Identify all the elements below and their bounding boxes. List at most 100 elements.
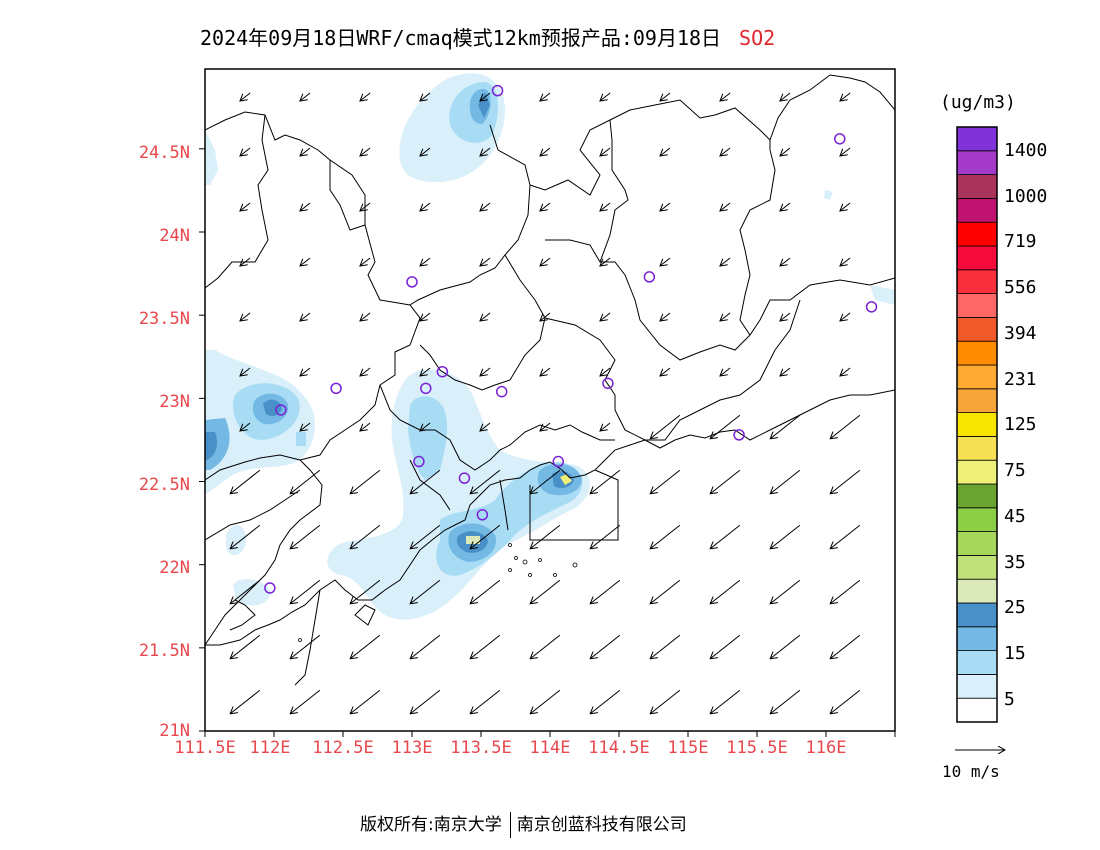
station-marker: [495, 385, 508, 398]
colorbar-label: 15: [1004, 643, 1026, 664]
wind-vector: [540, 312, 551, 321]
lon-label: 112.5E: [312, 738, 374, 758]
colorbar-segment: [956, 650, 998, 675]
colorbar-segment: [956, 126, 998, 152]
wind-vector: [840, 367, 851, 376]
wind-vector: [830, 469, 861, 494]
wind-vector: [710, 524, 741, 549]
wind-vector: [410, 689, 441, 714]
wind-vector: [600, 147, 611, 156]
wind-vector: [530, 689, 561, 714]
wind-vector: [420, 147, 431, 156]
colorbar-label: 45: [1004, 506, 1026, 527]
lon-label: 115E: [667, 738, 709, 758]
wind-vector: [830, 579, 861, 604]
wind-legend-label: 10 m/s: [942, 762, 1000, 781]
colorbar-frame: [956, 126, 998, 723]
footer-divider: [509, 812, 511, 838]
wind-vector: [300, 202, 311, 211]
colorbar-label: 231: [1004, 369, 1037, 390]
wind-vector: [780, 202, 791, 211]
wind-vector: [230, 634, 261, 659]
wind-vector: [840, 92, 851, 101]
colorbar-segment: [956, 674, 998, 699]
wind-vector: [590, 524, 621, 549]
wind-vectors: [230, 92, 861, 714]
wind-vector: [590, 689, 621, 714]
colorbar-segment: [956, 626, 998, 651]
wind-vector: [660, 257, 671, 266]
wind-vector: [420, 312, 431, 321]
wind-vector: [290, 634, 321, 659]
lat-label: 22N: [159, 558, 190, 578]
wind-vector: [360, 367, 371, 376]
wind-vector: [720, 202, 731, 211]
wind-vector: [600, 92, 611, 101]
wind-vector: [540, 92, 551, 101]
wind-vector: [840, 257, 851, 266]
wind-vector: [530, 634, 561, 659]
colorbar-label: 1400: [1004, 140, 1048, 161]
wind-vector: [770, 579, 801, 604]
lat-label: 23N: [159, 392, 190, 412]
wind-vector: [350, 469, 381, 494]
axis-ticks: [199, 148, 896, 737]
wind-vector: [710, 414, 741, 439]
colorbar-segment: [956, 459, 998, 485]
wind-vector: [230, 579, 261, 604]
lon-label: 111.5E: [174, 738, 236, 758]
wind-vector: [470, 689, 501, 714]
station-marker: [865, 301, 878, 313]
wind-vector: [590, 469, 621, 494]
pollutant-label: SO2: [739, 26, 776, 50]
colorbar-segment: [956, 388, 998, 413]
station-marker: [491, 84, 504, 97]
wind-vector: [470, 579, 501, 604]
wind-vector: [840, 147, 851, 156]
wind-vector: [300, 92, 311, 101]
wind-vector: [470, 469, 501, 494]
wind-vector: [300, 147, 311, 156]
wind-vector: [830, 414, 861, 439]
wind-vector: [420, 202, 431, 211]
wind-vector: [590, 579, 621, 604]
wind-vector: [650, 634, 681, 659]
station-marker: [476, 509, 489, 521]
wind-vector: [420, 257, 431, 266]
wind-vector: [350, 634, 381, 659]
station-marker: [733, 429, 745, 441]
wind-vector: [720, 147, 731, 156]
wind-vector: [540, 257, 551, 266]
wind-vector: [660, 147, 671, 156]
colorbar-segment: [956, 269, 998, 294]
wind-vector: [230, 469, 261, 494]
wind-vector: [660, 92, 671, 101]
wind-vector: [540, 202, 551, 211]
colorbar-segment: [956, 197, 998, 223]
wind-vector: [780, 257, 791, 266]
map-area: [205, 69, 895, 731]
wind-vector: [480, 92, 491, 101]
wind-vector: [830, 634, 861, 659]
footer-company: 南京创蓝科技有限公司: [516, 815, 687, 835]
wind-vector: [240, 422, 251, 431]
station-marker: [264, 582, 276, 594]
wind-vector: [350, 524, 381, 549]
colorbar-segment: [956, 578, 998, 604]
wind-vector: [470, 524, 501, 549]
wind-vector: [240, 202, 251, 211]
islands: [298, 543, 578, 642]
wind-vector: [770, 524, 801, 549]
wind-vector: [410, 634, 441, 659]
colorbar-segment: [956, 174, 998, 199]
wind-vector: [770, 469, 801, 494]
station-marker: [275, 404, 287, 416]
wind-vector: [780, 312, 791, 321]
wind-vector: [480, 312, 491, 321]
colorbar-segment: [956, 435, 998, 461]
station-marker: [436, 365, 449, 378]
lon-label: 115.5E: [726, 738, 788, 758]
wind-vector: [290, 469, 321, 494]
wind-vector: [410, 524, 441, 549]
